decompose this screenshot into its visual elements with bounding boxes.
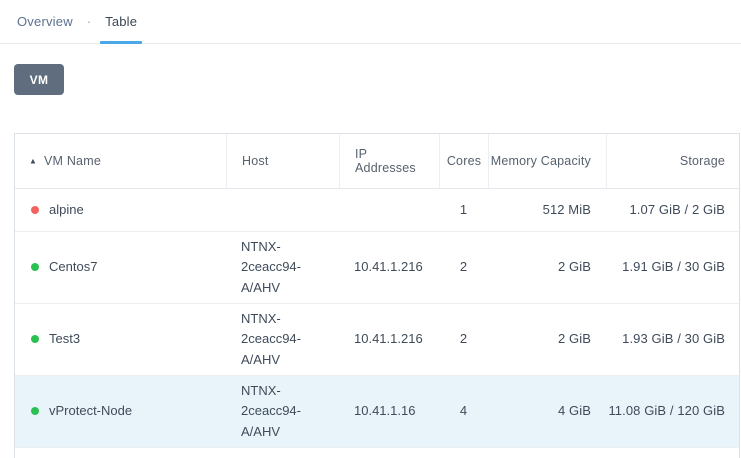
table-row[interactable]: Centos7 NTNX-2ceacc94-A/AHV 10.41.1.216 … [15, 232, 739, 304]
memory-cell: 2 GiB [557, 331, 591, 347]
status-running-icon [31, 263, 39, 272]
ip-cell: 10.41.1.16 [354, 403, 416, 419]
column-header-label: VM Name [44, 154, 101, 168]
tab-separator-dot: · [86, 14, 92, 29]
vm-name-cell[interactable]: alpine [15, 200, 226, 220]
column-header-ip-addresses[interactable]: IP Addresses [339, 134, 439, 188]
memory-cell: 4 GiB [557, 403, 591, 419]
storage-cell: 1.07 GiB / 2 GiB [629, 201, 725, 217]
column-header-cores[interactable]: Cores [439, 134, 488, 188]
vm-filter-button[interactable]: VM [14, 64, 64, 95]
ip-cell: 10.41.1.216 [354, 259, 423, 275]
cores-cell: 2 [459, 331, 468, 347]
column-header-storage[interactable]: Storage [606, 134, 741, 188]
table-row-partial [15, 448, 739, 458]
cores-cell: 1 [459, 201, 468, 217]
memory-cell: 2 GiB [557, 259, 591, 275]
ip-cell: 10.41.1.216 [354, 331, 423, 347]
entity-toolbar: VM [0, 44, 741, 95]
vm-name[interactable]: alpine [49, 201, 84, 217]
host-name: NTNX-2ceacc94-A/AHV [241, 311, 301, 367]
tab-overview[interactable]: Overview [17, 14, 73, 29]
sort-ascending-icon: ▲ [29, 156, 38, 166]
active-tab-underline [100, 41, 143, 44]
vm-name[interactable]: vProtect-Node [49, 403, 133, 419]
host-name: NTNX-2ceacc94-A/AHV [241, 239, 301, 295]
column-header-memory-capacity[interactable]: Memory Capacity [488, 134, 606, 188]
status-running-icon [31, 407, 39, 416]
vm-name[interactable]: Test3 [49, 331, 81, 347]
status-stopped-icon [31, 205, 39, 214]
table-row-selected[interactable]: vProtect-Node NTNX-2ceacc94-A/AHV 10.41.… [15, 376, 739, 448]
vm-name[interactable]: Centos7 [49, 259, 98, 275]
vm-name-cell[interactable]: Centos7 [15, 257, 226, 277]
tab-table-label: Table [105, 14, 138, 29]
vm-table: ▲ VM Name Host IP Addresses Cores Memory… [14, 133, 740, 458]
host-name: NTNX-2ceacc94-A/AHV [241, 383, 301, 439]
storage-cell: 11.08 GiB / 120 GiB [608, 403, 725, 419]
table-row[interactable]: alpine 1 512 MiB 1.07 GiB / 2 GiB [15, 189, 739, 232]
host-cell: NTNX-2ceacc94-A/AHV [226, 381, 339, 441]
cores-cell: 4 [459, 403, 468, 419]
vm-name-cell[interactable]: Test3 [15, 329, 226, 349]
storage-cell: 1.93 GiB / 30 GiB [622, 331, 725, 347]
table-header-row: ▲ VM Name Host IP Addresses Cores Memory… [15, 134, 739, 189]
host-cell: NTNX-2ceacc94-A/AHV [226, 237, 339, 297]
cores-cell: 2 [459, 259, 468, 275]
vm-name-cell[interactable]: vProtect-Node [15, 401, 226, 421]
host-cell: NTNX-2ceacc94-A/AHV [226, 309, 339, 369]
view-tabs: Overview · Table [0, 0, 741, 44]
table-row[interactable]: Test3 NTNX-2ceacc94-A/AHV 10.41.1.216 2 … [15, 304, 739, 376]
tab-table[interactable]: Table [100, 14, 143, 44]
column-header-host[interactable]: Host [226, 134, 339, 188]
storage-cell: 1.91 GiB / 30 GiB [622, 259, 725, 275]
status-running-icon [31, 335, 39, 344]
memory-cell: 512 MiB [542, 201, 591, 217]
column-header-vm-name[interactable]: ▲ VM Name [15, 134, 226, 188]
